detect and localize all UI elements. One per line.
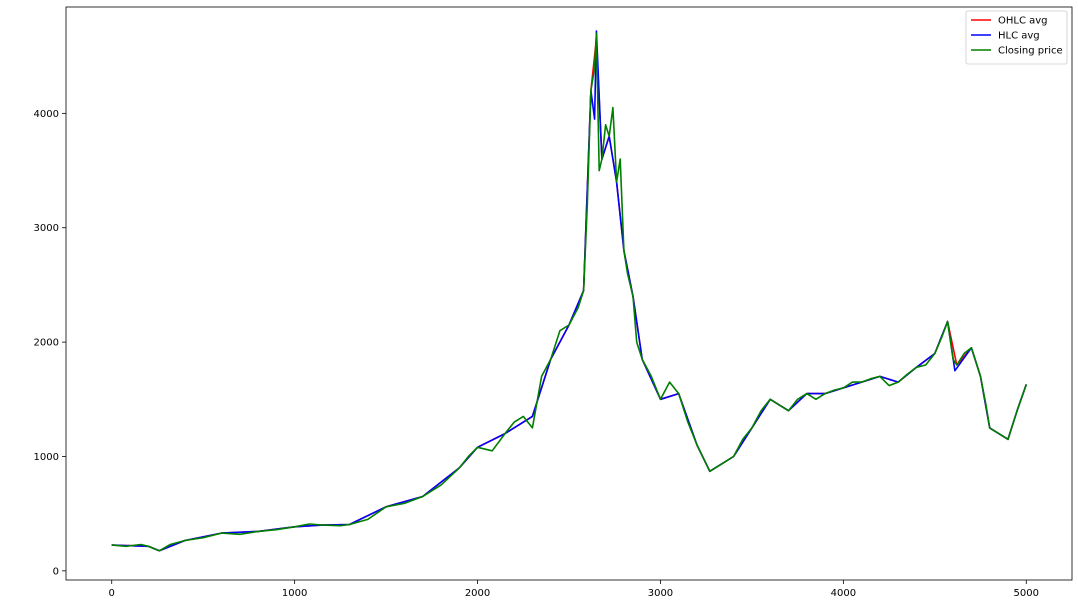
- y-tick-label: 2000: [34, 338, 59, 349]
- plot-area: [111, 30, 1028, 552]
- y-tick-label: 3000: [34, 223, 59, 234]
- x-tick-label: 3000: [648, 588, 673, 599]
- legend-label: Closing price: [998, 46, 1063, 57]
- legend-box: [965, 10, 1068, 65]
- legend: OHLC avg HLC avg Closing price: [965, 10, 1068, 65]
- x-tick-label: 0: [109, 588, 115, 599]
- y-tick-label: 4000: [34, 109, 59, 120]
- x-tick-label: 4000: [831, 588, 856, 599]
- x-tick-label: 2000: [465, 588, 490, 599]
- y-tick-label: 1000: [34, 452, 59, 463]
- x-tick-label: 5000: [1014, 588, 1039, 599]
- y-tick-label: 0: [53, 566, 59, 577]
- series-line-2: [111, 32, 1028, 552]
- x-tick-label: 1000: [282, 588, 307, 599]
- legend-label: HLC avg: [998, 31, 1040, 42]
- axes-frame: [65, 6, 1073, 581]
- axes: 0 1000 2000 3000 4000 5000 0 1000 2000 3000 4000: [34, 6, 1073, 599]
- legend-label: OHLC avg: [998, 16, 1048, 27]
